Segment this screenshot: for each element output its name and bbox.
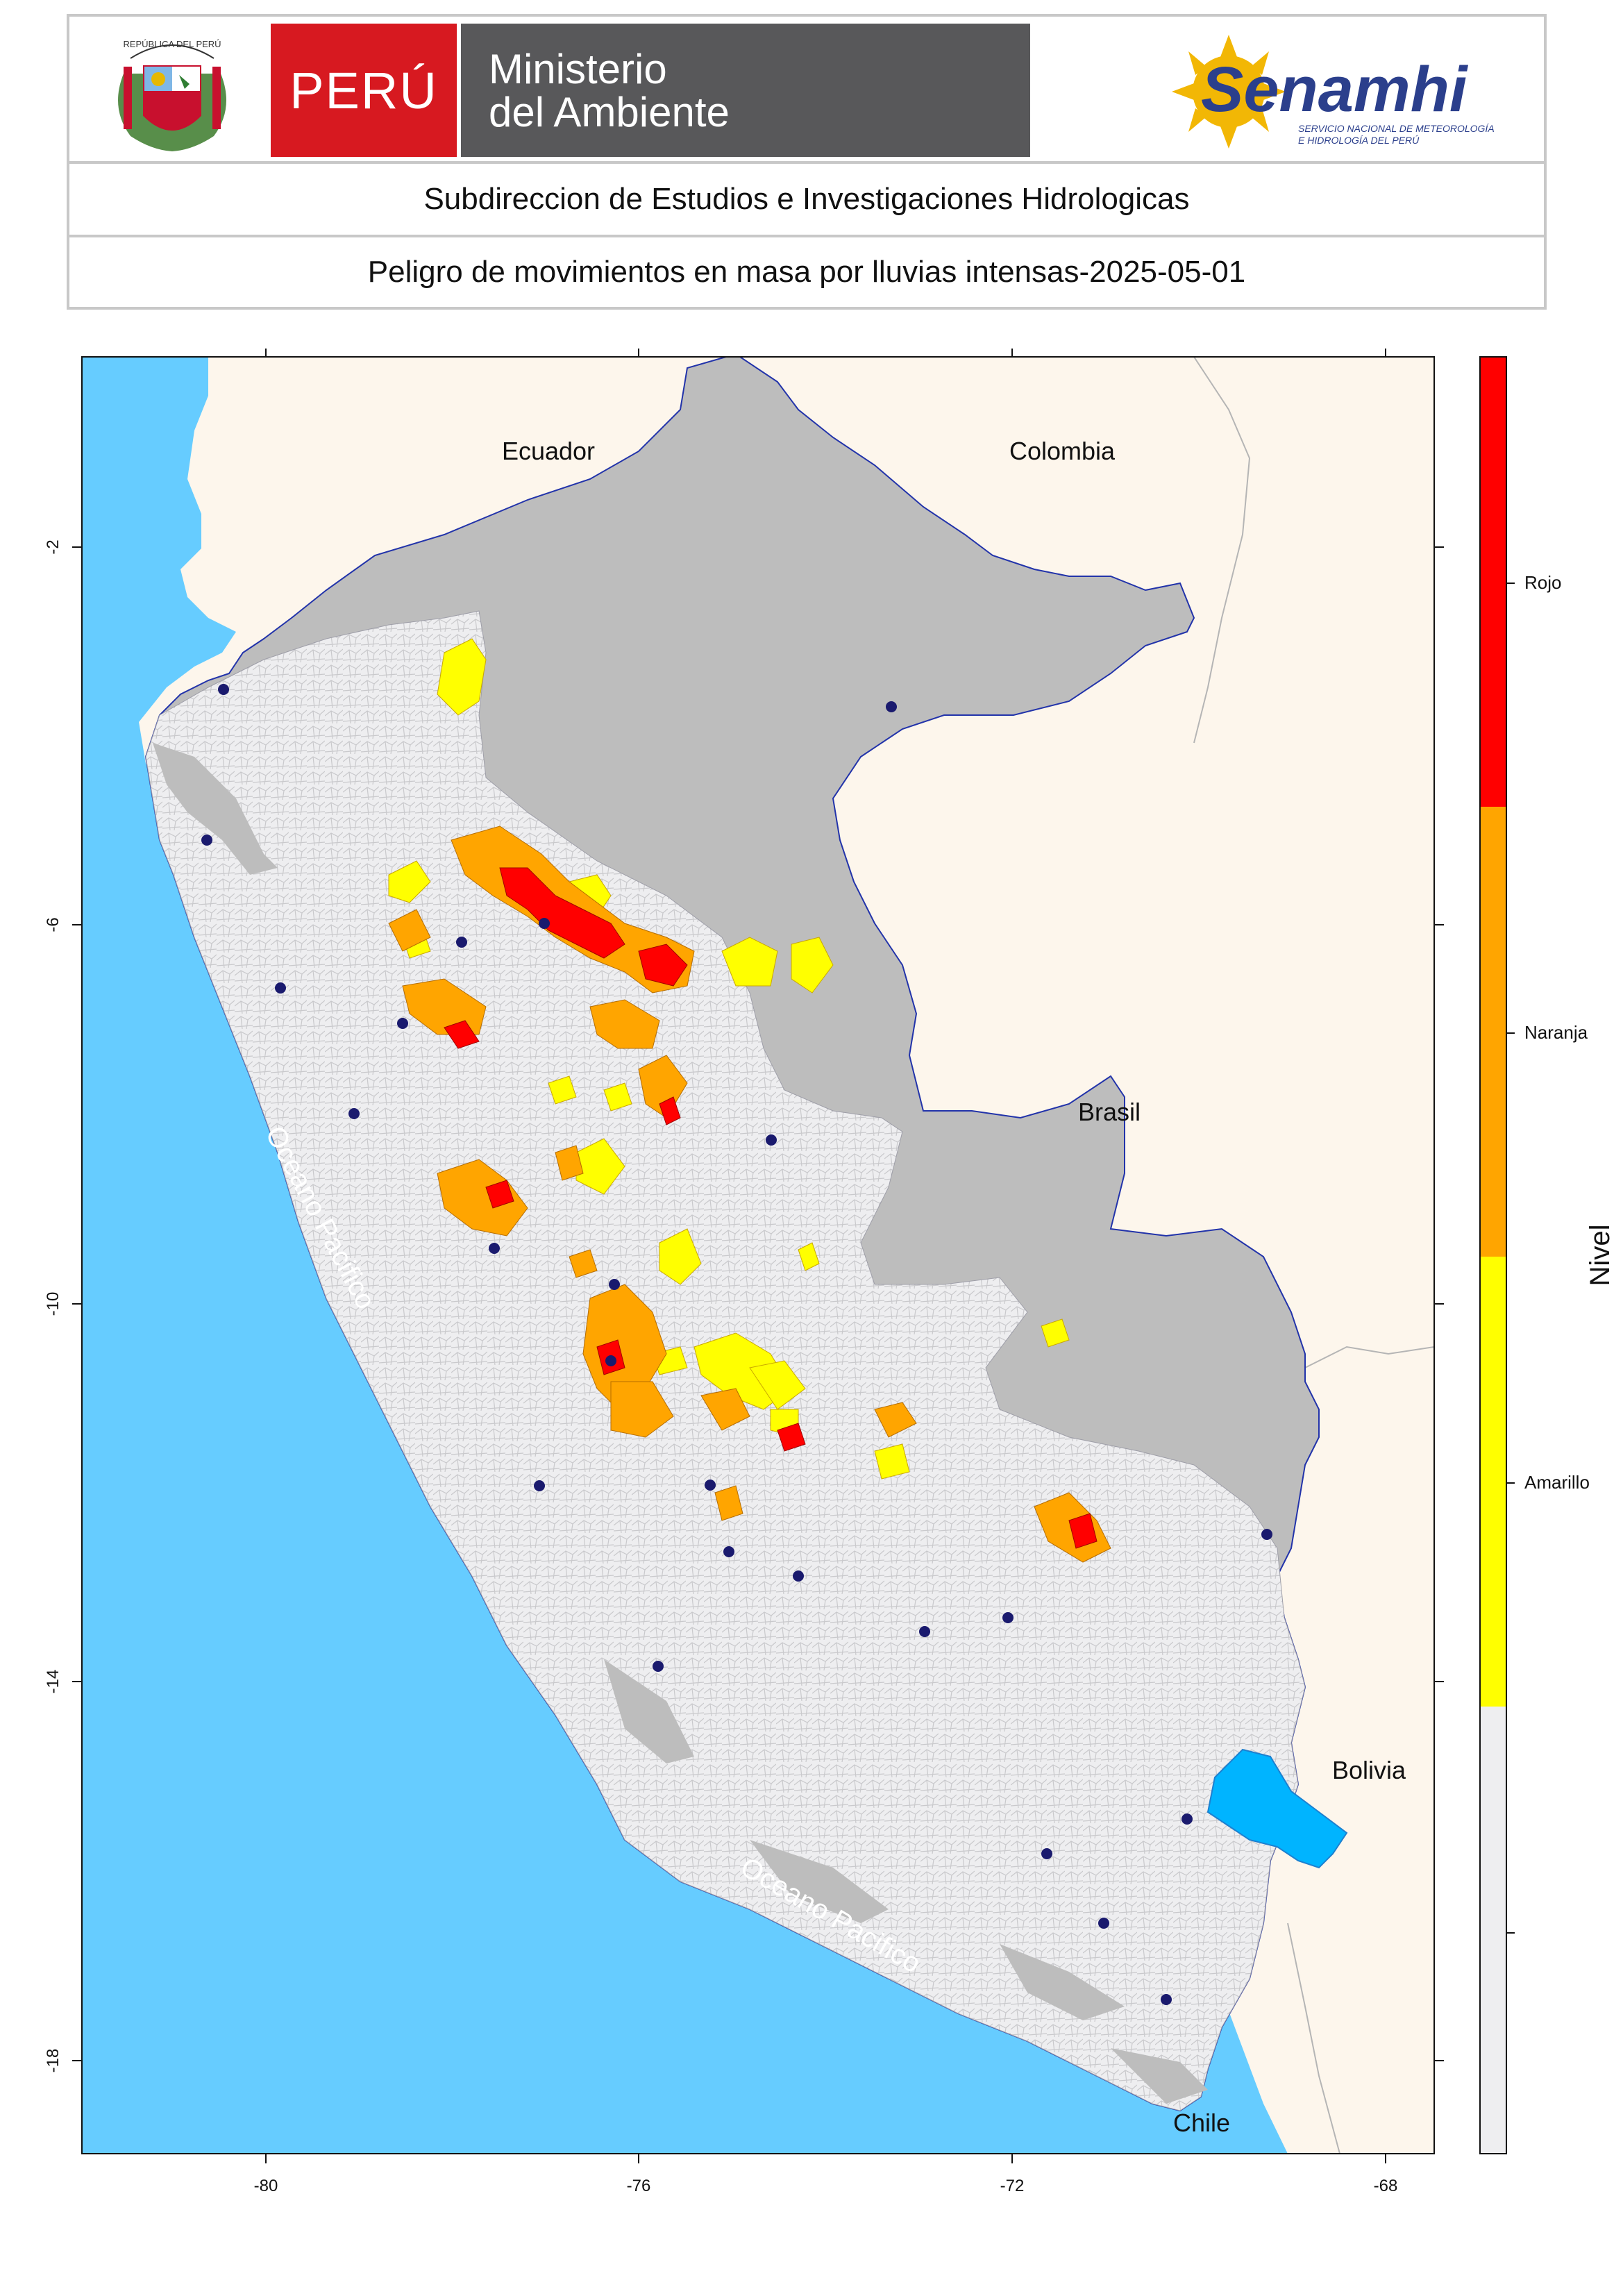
label-ecuador: Ecuador [502,437,595,465]
legend-title: Nivel [1585,1225,1615,1287]
senamhi-subtitle-2: E HIDROLOGÍA DEL PERÚ [1298,135,1420,146]
peru-coat-of-arms-icon: REPÚBLICA DEL PERÚ [118,39,226,151]
map-frame [81,356,1435,2154]
y-axis-ticks [72,546,1444,2061]
legend-label-rojo: Rojo [1524,572,1561,593]
label-brasil: Brasil [1078,1098,1141,1126]
ministry-line1: Ministerio [489,46,667,92]
senamhi-subtitle-1: SERVICIO NACIONAL DE METEOROLOGÍA [1298,123,1495,134]
legend-swatch-amarillo [1480,1257,1506,1707]
x-tick-label: -76 [627,2177,651,2195]
header-panel: REPÚBLICA DEL PERÚ PERÚ Ministerio del A… [67,14,1547,310]
y-tick-label: -6 [44,917,62,932]
label-colombia: Colombia [1009,437,1116,465]
peru-brand: PERÚ [271,24,457,157]
label-chile: Chile [1173,2109,1230,2137]
senamhi-wordmark: Senamhi [1201,54,1469,125]
hazard-rojo-areas [444,867,1098,1549]
ministry-line2: del Ambiente [489,89,730,135]
logo-row: REPÚBLICA DEL PERÚ PERÚ Ministerio del A… [69,17,1544,164]
map-figure: -80 -76 -72 -68 -2 -6 -10 -14 -18 Ecuado… [0,326,1623,2270]
x-axis-ticks [265,349,1386,2163]
map-title: Peligro de movimientos en masa por lluvi… [367,255,1246,289]
legend: Rojo Naranja Amarillo Nivel [1479,356,1615,2154]
subtitle: Subdireccion de Estudios e Investigacion… [69,164,1544,237]
label-bolivia: Bolivia [1332,1756,1406,1784]
legend-swatch-none [1480,1707,1506,2154]
lake-titicaca [1206,1748,1348,1869]
ministry-brand: Ministerio del Ambiente [461,24,1030,157]
legend-label-naranja: Naranja [1524,1022,1588,1043]
x-tick-label: -80 [254,2177,278,2195]
legend-swatch-naranja [1480,807,1506,1257]
legend-swatch-rojo [1480,357,1506,807]
map-canvas: -80 -76 -72 -68 -2 -6 -10 -14 -18 Ecuado… [44,349,1615,2195]
x-tick-label: -72 [1000,2177,1025,2195]
y-tick-label: -18 [44,2049,62,2073]
y-tick-label: -14 [44,1670,62,1694]
shield-caption: REPÚBLICA DEL PERÚ [123,39,221,49]
x-tick-label: -68 [1374,2177,1398,2195]
senamhi-logo-icon: Senamhi SERVICIO NACIONAL DE METEOROLOGÍ… [1172,35,1495,149]
legend-label-amarillo: Amarillo [1524,1472,1590,1493]
y-tick-label: -10 [44,1292,62,1316]
city-markers [201,684,1272,2005]
y-tick-label: -2 [44,539,62,554]
